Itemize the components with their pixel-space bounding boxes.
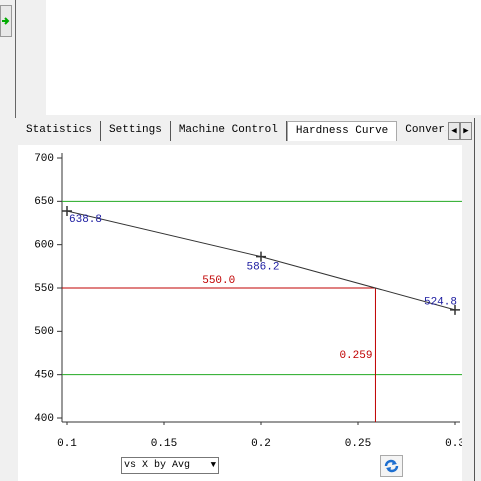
x-tick-label: 0.25	[345, 438, 371, 450]
tab-scroll-left[interactable]: ◀	[448, 122, 460, 140]
tab[interactable]: Settings	[101, 121, 171, 141]
x-tick-label: 0.15	[151, 438, 177, 450]
target-y-label: 550.0	[202, 275, 235, 287]
x-tick-label: 0.1	[57, 438, 77, 450]
y-tick-label: 650	[34, 196, 54, 208]
left-strip	[0, 0, 16, 118]
tab[interactable]: Statistics	[18, 121, 102, 141]
y-tick-label: 500	[34, 326, 54, 338]
arrow-icon	[2, 17, 10, 25]
y-tick-label: 400	[34, 413, 54, 425]
tab[interactable]: Machine Control	[171, 121, 287, 141]
y-tick-label: 700	[34, 153, 54, 165]
tab[interactable]: Hardness Curve	[286, 121, 398, 141]
y-tick-label: 600	[34, 240, 54, 252]
tab-bar: Statistics Settings Machine Control Hardnes…	[18, 121, 446, 141]
x-tick-label: 0.3	[445, 438, 462, 450]
dropdown-text: vs X by Avg	[124, 460, 191, 471]
refresh-button[interactable]	[380, 455, 403, 477]
x-tick-label: 0.2	[251, 438, 271, 450]
tab-scroll-right[interactable]: ▶	[460, 122, 472, 140]
point-marker	[62, 206, 72, 217]
point-label: 586.2	[246, 262, 279, 274]
chart: 400 450 500 550 600 650 700 0.1 0.15 0.2 0.25 0.3 55…	[18, 145, 462, 481]
refresh-icon	[384, 459, 399, 473]
point-marker	[256, 251, 266, 262]
right-border	[474, 118, 475, 481]
top-panel	[46, 0, 481, 115]
target-x-label: 0.259	[339, 350, 372, 362]
point-marker	[450, 304, 460, 315]
tab[interactable]: Convers	[397, 121, 446, 141]
point-label: 638.8	[69, 214, 102, 226]
dropdown[interactable]: vs X by Avg ▼	[121, 457, 219, 474]
point-label: 524.8	[424, 297, 457, 309]
y-tick-label: 450	[34, 370, 54, 382]
side-button[interactable]	[0, 5, 12, 37]
y-tick-label: 550	[34, 283, 54, 295]
